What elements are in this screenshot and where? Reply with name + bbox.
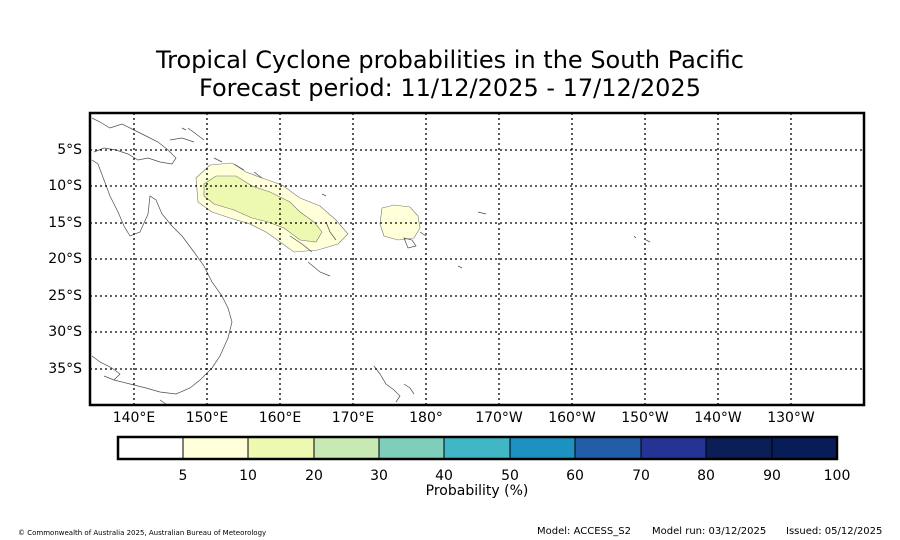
prob-region-core [203,175,323,243]
colorbar-tick-90: 90 [763,468,781,484]
colorbar-tick-80: 80 [697,468,715,484]
lon-label-180: 180° [409,410,443,426]
lat-label-5s: 5°S [57,142,82,158]
forecast-period: Forecast period: 11/12/2025 - 17/12/2025 [199,74,701,102]
lon-label-160w: 160°W [548,410,596,426]
lon-label-130w: 130°W [767,410,815,426]
lon-label-150w: 150°W [621,410,669,426]
colorbar-tick-5: 5 [178,468,188,484]
lon-label-160e: 160°E [258,410,302,426]
colorbar-tick-40: 40 [435,468,453,484]
lat-label-30s: 30°S [48,324,82,340]
lat-label-35s: 35°S [48,361,82,377]
colorbar-tick-50: 50 [501,468,519,484]
lat-label-25s: 25°S [48,288,82,304]
colorbar-label: Probability (%) [425,483,529,499]
lat-label-10s: 10°S [48,178,82,194]
issued-date: Issued: 05/12/2025 [786,526,883,537]
lat-label-20s: 20°S [48,251,82,267]
lon-label-170e: 170°E [331,410,375,426]
model-name: Model: ACCESS_S2 [537,526,631,537]
colorbar-tick-70: 70 [632,468,650,484]
lon-label-140e: 140°E [112,410,156,426]
colorbar [116,435,839,461]
copyright-notice: © Commonwealth of Australia 2025, Austra… [18,529,267,537]
colorbar-tick-60: 60 [566,468,584,484]
graticule [90,113,864,405]
colorbar-tick-100: 100 [823,468,851,484]
model-run-date: Model run: 03/12/2025 [652,526,767,537]
colorbar-tick-10: 10 [239,468,257,484]
coastlines [91,117,651,405]
lon-label-150e: 150°E [185,410,229,426]
map-frame [88,111,866,407]
colorbar-tick-30: 30 [370,468,388,484]
map-title: Tropical Cyclone probabilities in the So… [156,46,744,74]
lon-label-140w: 140°W [694,410,742,426]
lon-label-170w: 170°W [475,410,523,426]
lat-label-15s: 15°S [48,215,82,231]
colorbar-tick-20: 20 [305,468,323,484]
